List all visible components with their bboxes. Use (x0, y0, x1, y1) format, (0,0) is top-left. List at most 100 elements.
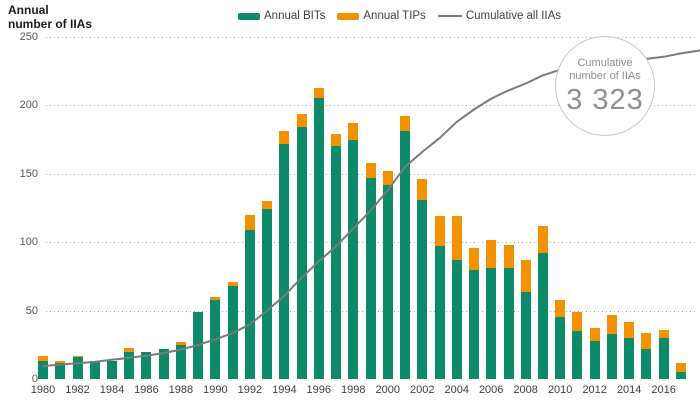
bar-2001-bits-segment (400, 131, 410, 379)
chart-title-line1: Annual (8, 3, 49, 17)
bar-1993 (262, 201, 273, 379)
bar-1986-bits-segment (141, 351, 152, 379)
bar-1992-tips-segment (244, 214, 255, 230)
bar-2002 (417, 179, 428, 379)
x-tick-1990: 1990 (203, 384, 228, 396)
legend: Annual BITs Annual TIPs Cumulative all IIA… (238, 10, 561, 22)
bar-1981-tips-segment (55, 361, 66, 363)
bar-2009-bits-segment (538, 253, 548, 379)
legend-item-annual-tips: Annual TIPs (337, 10, 426, 22)
bar-1981-bits-segment (55, 362, 66, 379)
bar-1994-bits-segment (279, 143, 290, 379)
x-tick-2008: 2008 (513, 384, 538, 396)
bar-2015 (641, 332, 652, 379)
gridline-200 (46, 105, 698, 107)
bar-1996 (313, 87, 324, 379)
bar-2003-tips-segment (434, 216, 445, 247)
y-tick-200: 200 (19, 99, 38, 112)
bar-1988 (175, 342, 186, 379)
legend-label: Annual BITs (264, 10, 326, 22)
bar-2007-tips-segment (503, 244, 514, 269)
x-tick-1996: 1996 (306, 384, 332, 396)
bar-1998 (348, 123, 359, 379)
bar-2013 (606, 314, 617, 379)
x-tick-2010: 2010 (547, 384, 573, 396)
bar-1999-bits-segment (365, 177, 376, 379)
annotation-label-line1: Cumulative (577, 57, 633, 69)
bar-1982-bits-segment (72, 357, 83, 379)
bar-1980-tips-segment (38, 355, 48, 362)
legend-item-cumulative-all-iias: Cumulative all IIAs (437, 10, 561, 22)
bar-1992 (244, 214, 255, 379)
chart-title-line2: number of IIAs (8, 17, 93, 31)
cumulative-annotation-circle: Cumulative number of IIAs 3 323 (555, 36, 655, 136)
bar-1987-bits-segment (158, 348, 169, 379)
bar-2004-tips-segment (451, 216, 462, 260)
legend-line-swatch (437, 15, 462, 17)
bar-1995-tips-segment (296, 113, 307, 128)
legend-label: Annual TIPs (363, 10, 426, 22)
y-tick-0: 0 (31, 373, 38, 385)
bar-1999-tips-segment (365, 162, 376, 178)
bar-1995 (296, 113, 307, 379)
bar-1981 (55, 361, 66, 379)
bar-2013-tips-segment (606, 314, 617, 334)
bar-1988-bits-segment (175, 344, 186, 379)
bar-1984 (107, 361, 117, 379)
bar-1984-bits-segment (107, 361, 117, 379)
legend-item-annual-bits: Annual BITs (238, 10, 325, 22)
bar-2017-bits-segment (675, 372, 686, 379)
bar-2005-bits-segment (469, 269, 479, 379)
x-tick-1980: 1980 (30, 384, 56, 396)
y-tick-100: 100 (19, 236, 38, 249)
bar-2003 (434, 216, 445, 379)
bar-1982-tips-segment (72, 355, 83, 358)
bar-1997-bits-segment (331, 146, 342, 379)
bar-1998-bits-segment (348, 139, 359, 379)
x-tick-1994: 1994 (272, 384, 297, 396)
bar-1991-tips-segment (227, 281, 238, 286)
bar-2010 (555, 299, 566, 379)
bar-2006-bits-segment (486, 268, 497, 379)
gridline-250 (46, 37, 698, 38)
bar-2001-tips-segment (400, 116, 410, 132)
bar-2015-bits-segment (641, 348, 652, 379)
bar-2012 (589, 328, 600, 379)
x-tick-2004: 2004 (444, 384, 470, 396)
bar-2017-tips-segment (675, 362, 686, 373)
bar-2016-bits-segment (658, 337, 669, 379)
bar-2009-tips-segment (538, 225, 548, 254)
bar-2010-tips-segment (555, 299, 566, 318)
x-tick-2000: 2000 (375, 384, 401, 396)
bar-1998-tips-segment (348, 123, 359, 140)
bar-2009 (538, 225, 548, 379)
bar-1990-tips-segment (210, 296, 221, 300)
bar-2008 (520, 260, 531, 379)
bar-2008-tips-segment (520, 260, 531, 292)
bar-1997-tips-segment (331, 134, 342, 147)
bar-1997 (331, 134, 342, 379)
x-tick-1986: 1986 (134, 384, 159, 396)
bar-2014 (624, 321, 635, 379)
x-tick-1984: 1984 (99, 384, 125, 396)
y-tick-50: 50 (25, 304, 38, 317)
bar-1999 (365, 162, 376, 379)
bar-1983 (89, 361, 100, 379)
bar-1993-bits-segment (262, 209, 273, 379)
bar-2013-bits-segment (606, 333, 617, 379)
bar-2014-bits-segment (624, 337, 635, 379)
bar-1980 (38, 355, 48, 379)
bar-2011 (572, 312, 583, 379)
bar-2004 (451, 216, 462, 379)
chart-title: Annual number of IIAs (8, 3, 92, 31)
bar-2005-tips-segment (469, 247, 479, 270)
bar-1996-tips-segment (313, 87, 324, 99)
y-tick-150: 150 (19, 167, 38, 180)
y-tick-250: 250 (19, 31, 38, 43)
legend-color-swatch (238, 12, 260, 20)
bar-2006 (486, 239, 497, 379)
bar-2011-bits-segment (572, 331, 583, 379)
bar-1995-bits-segment (296, 127, 307, 379)
x-tick-1982: 1982 (65, 384, 90, 396)
legend-color-swatch (337, 12, 360, 20)
